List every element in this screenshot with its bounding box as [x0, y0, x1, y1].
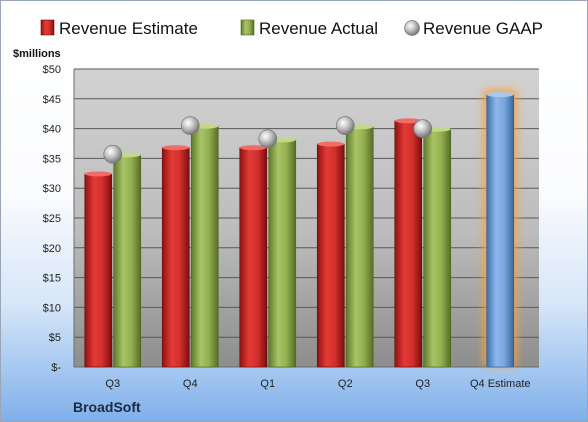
- y-tick-label: $25: [43, 213, 61, 225]
- x-tick-label: Q3: [105, 378, 120, 390]
- legend-item-revenue-actual: Revenue Actual: [240, 19, 378, 38]
- x-axis-ticks: Q3 Q4 Q1 Q2 Q3 Q4 Estimate: [105, 378, 530, 390]
- bar-cap: [239, 145, 267, 151]
- bar-revenue-estimate: [316, 143, 345, 368]
- bar-revenue-actual: [190, 125, 219, 368]
- x-tick-label: Q2: [338, 378, 353, 390]
- y-tick-label: $45: [43, 94, 61, 106]
- bar-revenue-actual: [423, 128, 452, 368]
- legend-label: Revenue GAAP: [423, 19, 543, 38]
- y-tick-label: $10: [43, 302, 61, 314]
- bar-revenue-estimate: [239, 147, 268, 368]
- bar-revenue-estimate: [394, 120, 423, 368]
- bar-cap: [84, 171, 112, 177]
- y-tick-label: $50: [43, 64, 61, 76]
- grid-lines: [73, 68, 539, 368]
- legend-swatch: [404, 20, 420, 36]
- marker-revenue-gaap: [413, 119, 433, 138]
- bar-revenue-actual: [113, 154, 142, 368]
- bar-cap: [486, 92, 514, 98]
- legend-swatch: [240, 19, 255, 36]
- bar-cap: [394, 118, 422, 124]
- gaap-markers: [103, 116, 433, 164]
- bar-q4-estimate: [486, 94, 515, 368]
- legend-item-revenue-gaap: Revenue GAAP: [404, 19, 543, 38]
- bar-cap: [317, 141, 345, 147]
- x-tick-label: Q4: [183, 378, 198, 390]
- company-name: BroadSoft: [73, 399, 141, 415]
- legend: Revenue Estimate Revenue Actual Revenue GA…: [40, 19, 543, 38]
- y-tick-label: $35: [43, 153, 61, 165]
- y-unit-label: $millions: [13, 48, 61, 60]
- y-tick-label: $-: [51, 362, 61, 374]
- legend-label: Revenue Estimate: [59, 19, 198, 38]
- x-tick-label: Q4 Estimate: [470, 378, 531, 390]
- y-tick-label: $20: [43, 243, 61, 255]
- legend-label: Revenue Actual: [259, 19, 378, 38]
- marker-revenue-gaap: [335, 116, 355, 135]
- legend-swatch: [40, 19, 55, 36]
- bars: [84, 88, 518, 368]
- y-tick-label: $15: [43, 273, 61, 285]
- y-axis-ticks: $- $5 $10 $15 $20 $25 $30 $35 $40 $45 $50: [43, 64, 62, 374]
- legend-item-revenue-estimate: Revenue Estimate: [40, 19, 198, 38]
- bar-revenue-estimate: [84, 173, 113, 368]
- y-tick-label: $30: [43, 183, 61, 195]
- bar-revenue-actual: [268, 139, 297, 368]
- marker-revenue-gaap: [103, 144, 123, 164]
- bar-revenue-actual: [345, 126, 374, 368]
- y-tick-label: $40: [43, 124, 61, 136]
- x-tick-label: Q3: [415, 378, 430, 390]
- y-tick-label: $5: [49, 332, 61, 344]
- marker-revenue-gaap: [258, 129, 278, 149]
- bar-revenue-estimate: [161, 147, 190, 368]
- bar-cap: [162, 145, 190, 151]
- x-tick-label: Q1: [260, 378, 275, 390]
- marker-revenue-gaap: [180, 116, 200, 135]
